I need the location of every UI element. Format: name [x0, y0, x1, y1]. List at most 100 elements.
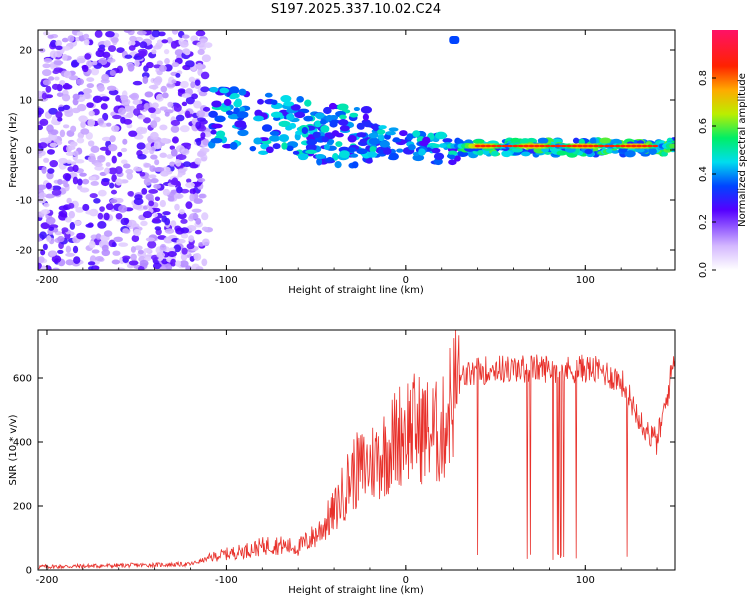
noise-blob [189, 256, 195, 262]
noise-blob [103, 230, 113, 237]
carrier-blob [323, 106, 332, 115]
noise-blob [167, 251, 177, 258]
noise-blob [57, 178, 63, 185]
noise-blob [141, 187, 148, 195]
noise-blob [67, 35, 75, 43]
carrier-blob [286, 113, 295, 121]
noise-blob [175, 260, 182, 267]
noise-blob [89, 176, 97, 181]
noise-blob [43, 157, 50, 163]
carrier-blob [572, 137, 580, 144]
carrier-blob [624, 150, 636, 158]
noise-blob [161, 39, 169, 44]
noise-blob [170, 220, 177, 228]
noise-blob [128, 45, 136, 51]
noise-blob [68, 210, 76, 219]
noise-blob [83, 39, 90, 46]
carrier-blob [388, 152, 399, 161]
noise-blob [152, 262, 162, 270]
noise-blob [112, 114, 122, 120]
noise-blob [101, 73, 110, 82]
noise-blob [188, 235, 195, 243]
carrier-blob [233, 100, 242, 108]
carrier-blob [353, 107, 360, 112]
carrier-blob [253, 137, 263, 145]
noise-blob [179, 260, 189, 268]
noise-blob [40, 222, 50, 230]
carrier-blob [372, 123, 379, 132]
carrier-blob [477, 149, 484, 156]
noise-blob [164, 228, 175, 234]
carrier-blob [591, 147, 599, 153]
carrier-peak [539, 144, 546, 148]
noise-blob [142, 210, 153, 219]
noise-blob [122, 228, 130, 234]
carrier-peak [582, 144, 589, 148]
carrier-blob [268, 135, 281, 142]
noise-blob [110, 189, 118, 195]
noise-blob [154, 159, 160, 166]
noise-blob [69, 221, 76, 230]
noise-blob [133, 167, 143, 172]
carrier-blob [264, 92, 273, 98]
noise-blob [180, 218, 188, 224]
snr-xtick-label: -200 [36, 575, 59, 586]
carrier-blob [356, 132, 367, 138]
noise-blob [200, 71, 210, 80]
carrier-blob [511, 147, 523, 153]
carrier-blob [377, 134, 385, 142]
noise-blob [109, 182, 115, 189]
noise-blob [181, 247, 188, 255]
carrier-blob [290, 104, 301, 111]
noise-blob [185, 182, 195, 188]
carrier-blob [392, 138, 402, 143]
carrier-peak [593, 144, 600, 148]
spectrogram-xlabel: Height of straight line (km) [288, 285, 424, 296]
noise-blob [154, 196, 161, 202]
noise-blob [195, 121, 202, 130]
noise-blob [196, 62, 203, 70]
carrier-blob [365, 158, 373, 164]
noise-blob [118, 107, 127, 115]
noise-blob [118, 242, 129, 247]
carrier-blob [472, 139, 485, 144]
noise-blob [194, 157, 202, 165]
noise-blob [160, 137, 169, 144]
noise-blob [137, 265, 145, 270]
noise-blob [176, 154, 187, 161]
noise-blob [38, 192, 47, 198]
noise-blob [120, 217, 129, 226]
noise-blob [106, 122, 112, 127]
carrier-blob [219, 87, 230, 94]
noise-blob [175, 145, 185, 153]
carrier-blob [325, 157, 334, 162]
noise-blob [115, 178, 123, 186]
noise-blob [148, 174, 157, 179]
carrier-blob [376, 129, 386, 135]
noise-blob [40, 266, 48, 270]
carrier-blob [305, 149, 317, 155]
carrier-blob [316, 158, 323, 166]
carrier-blob [453, 155, 461, 162]
noise-blob [201, 238, 210, 246]
noise-blob [53, 60, 64, 66]
noise-blob [185, 60, 195, 68]
carrier-blob [584, 148, 593, 155]
noise-blob [79, 187, 90, 193]
noise-blob [200, 132, 206, 139]
noise-blob [76, 78, 85, 86]
noise-blob [170, 119, 181, 126]
carrier-blob [368, 132, 379, 139]
colorbar: 0.0 0.2 0.4 0.6 0.8 Normalized spectral ampl… [698, 30, 748, 278]
noise-blob [87, 140, 95, 147]
noise-blob [45, 193, 56, 199]
carrier-blob [590, 137, 597, 145]
noise-blob [133, 108, 141, 116]
carrier-blob [312, 131, 321, 139]
carrier-blob [388, 127, 399, 132]
noise-blob [42, 243, 48, 251]
carrier-blob [303, 115, 314, 122]
carrier-blob [356, 148, 368, 155]
carrier-blob [541, 147, 550, 153]
noise-blob [123, 118, 133, 125]
